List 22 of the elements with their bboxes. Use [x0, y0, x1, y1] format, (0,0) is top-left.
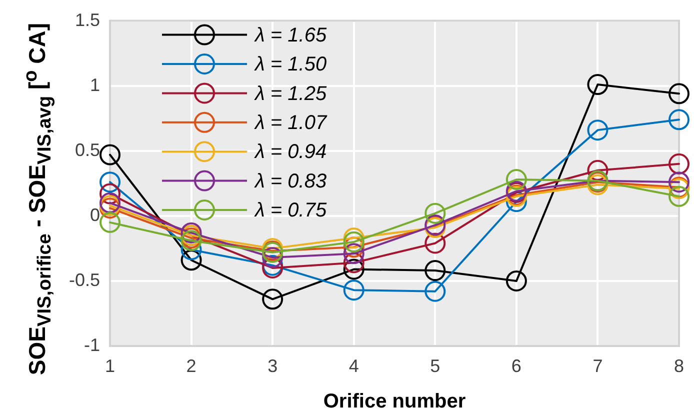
legend-label: λ = 1.65 [254, 24, 328, 46]
legend-label: λ = 0.94 [254, 141, 327, 164]
legend-label: λ = 1.07 [254, 112, 328, 134]
legend-label: λ = 0.83 [254, 170, 327, 192]
x-tick-label: 3 [268, 356, 278, 376]
y-tick-label: 0 [90, 204, 100, 225]
x-tick-label: 6 [511, 356, 522, 376]
x-tick-label: 8 [674, 356, 684, 376]
y-tick-label: -1 [84, 334, 100, 355]
legend-label: λ = 0.75 [254, 200, 328, 222]
x-tick-label: 2 [186, 356, 196, 376]
legend-label: λ = 1.50 [254, 54, 327, 76]
y-tick-label: -0.5 [68, 270, 100, 290]
y-tick-label: 0.5 [74, 140, 100, 160]
x-tick-label: 7 [592, 356, 603, 376]
x-tick-label: 4 [348, 356, 359, 376]
y-tick-label: 1.5 [74, 10, 100, 30]
x-tick-label: 1 [104, 356, 116, 376]
x-tick-label: 5 [430, 356, 440, 376]
legend-label: λ = 1.25 [254, 82, 328, 105]
y-tick-label: 1 [90, 74, 100, 95]
x-axis-title: Orifice number [323, 390, 466, 413]
